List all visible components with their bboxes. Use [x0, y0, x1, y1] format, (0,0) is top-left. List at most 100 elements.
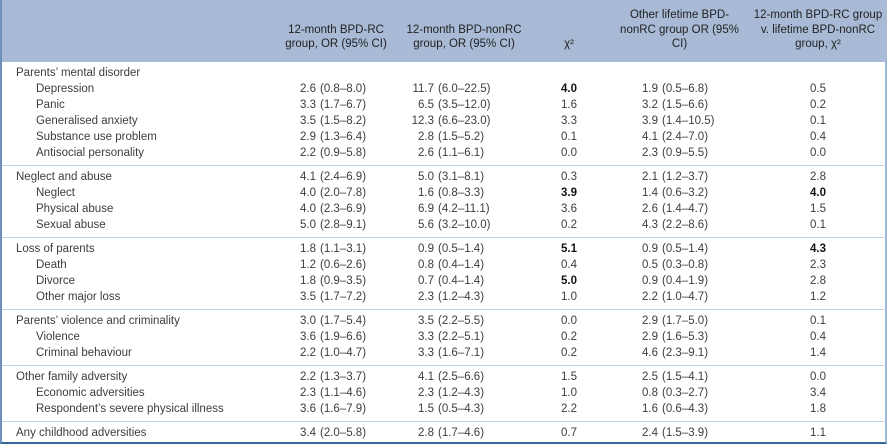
ci-value: (0.6–3.2)	[662, 186, 709, 199]
cell-or-12mo-bpd-rc: 2.3 (1.1–4.6)	[270, 385, 402, 401]
or-value: 2.5	[642, 370, 658, 383]
ci-value: (0.4–1.4)	[438, 258, 485, 271]
or-value: 6.5	[418, 98, 434, 111]
cell-chi-square: 0.3	[561, 170, 577, 183]
cell-or-12mo-bpd-rc: 2.6 (0.8–8.0)	[270, 81, 402, 97]
row-label: Economic adversities	[36, 386, 145, 399]
row-label: Physical abuse	[36, 202, 114, 215]
cell-or-other-lifetime: 0.5 (0.3–0.8)	[612, 257, 747, 273]
table-header: 12-month BPD-RC group, OR (95% CI) 12-mo…	[2, 0, 887, 62]
ci-value: (2.2–5.1)	[438, 330, 485, 343]
cell-chi-square-vs-lifetime: 3.4	[810, 386, 826, 399]
ci-value: (0.5–4.3)	[438, 402, 485, 415]
or-value: 2.1	[642, 170, 658, 183]
or-value: 2.3	[300, 386, 316, 399]
cell-or-12mo-bpd-rc: 1.2 (0.6–2.6)	[270, 257, 402, 273]
cell-or-12mo-bpd-nonrc: 0.7 (0.4–1.4)	[402, 273, 526, 289]
cell-or-12mo-bpd-rc: 3.5 (1.7–7.2)	[270, 289, 402, 310]
col-header-chi-square: χ²	[526, 0, 612, 62]
cell-chi-square-vs-lifetime: 2.3	[810, 258, 826, 271]
ci-value: (2.0–7.8)	[320, 186, 367, 199]
row-label: Criminal behaviour	[36, 346, 132, 359]
cell-chi-square-vs-lifetime: 0.4	[810, 330, 826, 343]
or-value: 3.3	[418, 346, 434, 359]
header-row: 12-month BPD-RC group, OR (95% CI) 12-mo…	[2, 0, 887, 62]
ci-value: (1.7–4.6)	[438, 426, 485, 439]
or-value: 2.4	[642, 426, 658, 439]
ci-value: (1.5–4.1)	[662, 370, 709, 383]
cell-chi-square: 4.0	[561, 82, 577, 95]
cell-chi-square-vs-lifetime: 0.1	[810, 218, 826, 231]
or-value: 4.1	[300, 170, 316, 183]
cell-chi-square: 3.3	[561, 114, 577, 127]
ci-value: (0.4–1.4)	[438, 274, 485, 287]
cell-chi-square-vs-lifetime: 1.5	[810, 202, 826, 215]
cell-or-other-lifetime	[612, 62, 747, 81]
row-label: Neglect	[36, 186, 75, 199]
table-section: Parents’ violence and criminality 3.0 (1.…	[2, 309, 887, 365]
cell-or-12mo-bpd-nonrc: 2.3 (1.2–4.3)	[402, 385, 526, 401]
row-label: Sexual abuse	[36, 218, 106, 231]
cell-or-other-lifetime: 3.2 (1.5–6.6)	[612, 97, 747, 113]
ci-value: (1.7–5.4)	[320, 314, 367, 327]
cell-or-12mo-bpd-rc: 2.2 (0.9–5.8)	[270, 145, 402, 166]
cell-or-12mo-bpd-nonrc: 4.1 (2.5–6.6)	[402, 365, 526, 385]
or-value: 4.6	[642, 346, 658, 359]
or-value: 1.2	[300, 258, 316, 271]
or-value: 5.0	[418, 170, 434, 183]
or-value: 4.1	[642, 130, 658, 143]
or-value: 2.9	[642, 314, 658, 327]
table-row: Parents’ violence and criminality 3.0 (1.…	[2, 309, 887, 329]
ci-value: (0.8–3.3)	[438, 186, 485, 199]
cell-or-other-lifetime: 0.9 (0.5–1.4)	[612, 237, 747, 257]
cell-chi-square-vs-lifetime: 1.8	[810, 402, 826, 415]
cell-chi-square-vs-lifetime: 0.1	[810, 114, 826, 127]
table-row: Death 1.2 (0.6–2.6) 0.8 (0.4–1.4) 0.4 0.5 (…	[2, 257, 887, 273]
table-row: Substance use problem 2.9 (1.3–6.4) 2.8 (1…	[2, 129, 887, 145]
table-row: Physical abuse 4.0 (2.3–6.9) 6.9 (4.2–11.1…	[2, 201, 887, 217]
ci-value: (1.5–6.6)	[662, 98, 709, 111]
or-value: 2.3	[418, 386, 434, 399]
col-header-12mo-bpd-nonrc-or: 12-month BPD-nonRC group, OR (95% CI)	[402, 0, 526, 62]
row-label: Other major loss	[36, 290, 121, 303]
ci-value: (1.1–3.1)	[320, 242, 367, 255]
ci-value: (2.2–5.5)	[438, 314, 485, 327]
cell-or-12mo-bpd-nonrc: 1.6 (0.8–3.3)	[402, 185, 526, 201]
table-row: Loss of parents 1.8 (1.1–3.1) 0.9 (0.5–1.4…	[2, 237, 887, 257]
cell-or-12mo-bpd-rc: 5.0 (2.8–9.1)	[270, 217, 402, 238]
ci-value: (2.3–6.9)	[320, 202, 367, 215]
cell-or-other-lifetime: 2.6 (1.4–4.7)	[612, 201, 747, 217]
cell-chi-square	[526, 62, 612, 81]
cell-or-12mo-bpd-nonrc: 12.3 (6.6–23.0)	[402, 113, 526, 129]
cell-chi-square-vs-lifetime: 0.0	[810, 370, 826, 383]
cell-chi-square: 0.0	[561, 314, 577, 327]
or-value: 11.7	[412, 82, 434, 95]
table-row: Generalised anxiety 3.5 (1.5–8.2) 12.3 (6.…	[2, 113, 887, 129]
table-row: Any childhood adversities 3.4 (2.0–5.8) 2…	[2, 421, 887, 445]
ci-value: (1.0–4.7)	[662, 290, 709, 303]
cell-or-12mo-bpd-rc: 1.8 (0.9–3.5)	[270, 273, 402, 289]
ci-value: (1.3–3.7)	[320, 370, 367, 383]
or-value: 2.6	[418, 146, 434, 159]
ci-value: (1.6–7.1)	[438, 346, 485, 359]
or-value: 2.2	[300, 146, 316, 159]
ci-value: (0.5–1.4)	[438, 242, 485, 255]
ci-value: (0.9–3.5)	[320, 274, 367, 287]
cell-or-12mo-bpd-nonrc: 6.5 (3.5–12.0)	[402, 97, 526, 113]
ci-value: (0.8–8.0)	[320, 82, 367, 95]
cell-or-other-lifetime: 1.9 (0.5–6.8)	[612, 81, 747, 97]
cell-or-other-lifetime: 1.4 (0.6–3.2)	[612, 185, 747, 201]
ci-value: (2.3–9.1)	[662, 346, 709, 359]
ci-value: (1.4–10.5)	[662, 114, 715, 127]
ci-value: (1.1–4.6)	[320, 386, 367, 399]
cell-chi-square-vs-lifetime: 0.1	[810, 314, 826, 327]
ci-value: (0.9–5.5)	[662, 146, 709, 159]
or-value: 2.9	[300, 130, 316, 143]
or-value: 3.3	[418, 330, 434, 343]
ci-value	[658, 67, 662, 79]
ci-value: (0.5–6.8)	[662, 82, 709, 95]
row-label: Violence	[36, 330, 80, 343]
ci-value	[434, 67, 438, 79]
